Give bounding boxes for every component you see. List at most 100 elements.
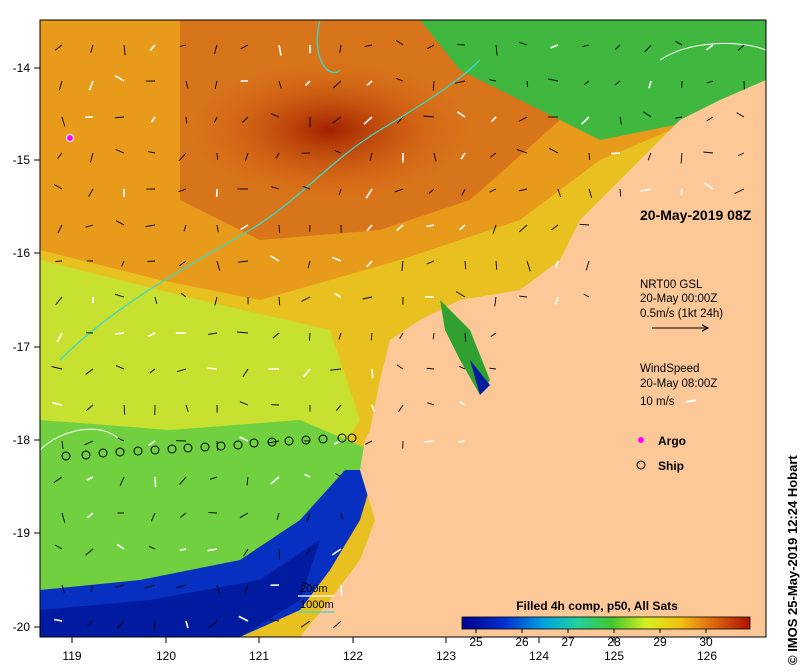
vector-arrow (554, 296, 559, 305)
vector-arrow (179, 44, 187, 47)
vector-arrow (216, 260, 221, 271)
land-mass (300, 80, 766, 637)
vector-arrow (58, 80, 63, 91)
vector-arrow (495, 260, 498, 270)
vector-arrow (309, 332, 311, 341)
argo-legend-icon (637, 436, 645, 444)
vector-arrow (185, 404, 189, 412)
vector-arrow (492, 224, 497, 234)
vector-arrow (703, 151, 714, 154)
vector-arrow (737, 152, 745, 157)
svg-text:10 m/s: 10 m/s (640, 396, 675, 408)
vector-arrow (88, 188, 94, 197)
vector-arrow (213, 44, 218, 55)
vector-arrow (238, 615, 249, 622)
vector-arrow (246, 476, 249, 486)
vector-arrow (54, 544, 63, 550)
vector-arrow (334, 292, 342, 298)
vector-arrow (548, 147, 559, 154)
vector-arrow (550, 44, 559, 49)
y-tick-label: -19 (13, 526, 31, 540)
vector-arrow (117, 437, 125, 442)
vector-arrow (675, 116, 683, 119)
x-tick-label: 125 (604, 649, 624, 663)
y-tick-label: -15 (13, 153, 31, 167)
ship-position (318, 434, 328, 444)
vector-arrow (518, 41, 528, 46)
vector-arrow (495, 44, 498, 56)
vector-arrow (243, 548, 249, 557)
vector-arrow (179, 260, 187, 267)
vector-arrow (85, 548, 94, 556)
vector-arrow (278, 548, 281, 560)
vector-arrow (334, 150, 342, 154)
vector-arrow (551, 224, 559, 231)
vector-arrow (423, 115, 435, 118)
vector-arrow (176, 584, 187, 589)
vector-arrow (302, 368, 311, 378)
vector-arrow (144, 584, 156, 589)
vector-arrow (338, 332, 342, 340)
vector-arrow (614, 80, 621, 86)
ship-position (301, 435, 311, 445)
svg-text:Ship: Ship (658, 459, 684, 473)
vector-arrow (61, 440, 64, 450)
vector-arrow (332, 620, 342, 629)
vector-arrow (185, 620, 189, 629)
vector-arrow (588, 188, 593, 198)
vector-arrow (680, 152, 683, 164)
vector-arrow (178, 152, 187, 162)
vector-arrow (237, 331, 249, 334)
vector-arrow (115, 584, 125, 588)
vector-arrow (179, 548, 187, 551)
vector-arrow (706, 80, 714, 84)
colorbar-tick-label: 28 (607, 635, 621, 649)
vector-arrow (54, 44, 63, 51)
vector-arrow (176, 368, 187, 373)
x-tick-label: 123 (436, 649, 456, 663)
vector-arrow (179, 476, 187, 485)
vector-arrow (398, 404, 404, 412)
vector-arrow (51, 366, 63, 370)
vector-arrow (490, 332, 497, 337)
x-tick-label: 124 (529, 649, 549, 663)
y-axis: -14 -15 -16 -17 -18 -19 -20 (13, 61, 40, 634)
vector-arrow (85, 368, 94, 375)
vector-arrow (270, 186, 280, 190)
svg-text:NRT00 GSL: NRT00 GSL (640, 279, 703, 291)
vector-arrow (332, 80, 342, 89)
vector-arrow (270, 113, 280, 118)
vector-arrow (214, 296, 218, 306)
vector-arrow (426, 224, 435, 228)
vector-arrow (680, 188, 683, 196)
vector-arrow (272, 332, 280, 339)
vector-arrow (330, 368, 342, 371)
markers-legend: Argo Ship (636, 434, 686, 473)
vector-arrow (432, 80, 435, 91)
vector-arrow (585, 260, 590, 271)
vector-arrow (395, 40, 404, 46)
vector-arrow (115, 220, 125, 226)
vector-arrow (458, 365, 466, 370)
vector-arrow (240, 224, 249, 231)
vector-arrow (516, 148, 528, 154)
vector-arrow (61, 584, 65, 593)
vector-arrow (424, 440, 435, 443)
x-tick-label: 121 (249, 649, 269, 663)
vector-arrow (734, 188, 745, 195)
ship-position (267, 437, 277, 447)
colorbar-tick-label: 30 (699, 635, 713, 649)
vector-arrow (519, 295, 528, 298)
vector-arrow (242, 368, 249, 378)
argo-marker (66, 134, 74, 142)
vector-arrow (737, 44, 745, 51)
ship-position (347, 433, 357, 443)
x-tick-label: 120 (156, 649, 176, 663)
vector-arrow (150, 512, 156, 522)
vector-arrow (145, 224, 156, 228)
vector-arrow (588, 152, 591, 161)
ship-position (115, 447, 125, 457)
vector-arrow (332, 116, 342, 124)
vector-arrow (675, 40, 683, 46)
vector-arrow (214, 80, 218, 89)
